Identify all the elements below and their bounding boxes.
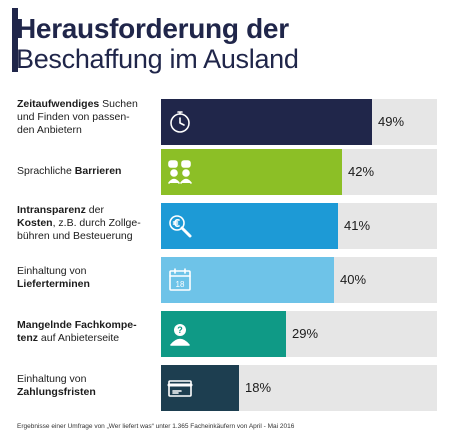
person-question-icon: ? bbox=[165, 319, 195, 349]
bar-row: Intransparenz der Kosten, z.B. durch Zoll… bbox=[0, 203, 454, 249]
category-label: Zeitaufwendiges Suchen und Finden von pa… bbox=[17, 98, 138, 136]
svg-text:18: 18 bbox=[176, 280, 185, 289]
bar-row: Zeitaufwendiges Suchen und Finden von pa… bbox=[0, 98, 454, 145]
title-accent-bar bbox=[12, 8, 18, 72]
value-label: 18% bbox=[245, 380, 272, 395]
footnote: Ergebnisse einer Umfrage von „Wer liefer… bbox=[17, 423, 295, 430]
category-label: Intransparenz der Kosten, z.B. durch Zoll… bbox=[17, 204, 141, 242]
calendar-icon: 18 bbox=[165, 265, 195, 295]
credit-card-icon bbox=[165, 373, 195, 403]
category-label: Sprachliche Barrieren bbox=[17, 165, 122, 177]
bar bbox=[161, 99, 372, 145]
svg-text:?: ? bbox=[177, 325, 183, 335]
bar-row: Einhaltung von Zahlungsfristen 18% bbox=[0, 365, 454, 411]
value-label: 41% bbox=[344, 218, 371, 233]
bar-row: Sprachliche Barrieren 42% bbox=[0, 149, 454, 195]
bar bbox=[161, 365, 239, 411]
bar bbox=[161, 149, 342, 195]
title-line-1: Herausforderung der bbox=[16, 13, 289, 44]
stopwatch-icon bbox=[165, 107, 195, 137]
value-label: 42% bbox=[348, 164, 375, 179]
bar-row: Mangelnde Fachkompe-tenz auf Anbietersei… bbox=[0, 311, 454, 357]
people-speech-icon bbox=[165, 157, 195, 187]
category-label: Einhaltung von Zahlungsfristen bbox=[17, 373, 96, 398]
value-label: 29% bbox=[292, 326, 319, 341]
euro-magnifier-icon bbox=[165, 211, 195, 241]
title-line-2: Beschaffung im Ausland bbox=[16, 44, 299, 74]
bar-row: Einhaltung von Lieferterminen 18 40% bbox=[0, 257, 454, 303]
bar bbox=[161, 203, 338, 249]
chart-title: Herausforderung der Beschaffung im Ausla… bbox=[16, 13, 299, 75]
category-label: Einhaltung von Lieferterminen bbox=[17, 265, 90, 290]
value-label: 49% bbox=[378, 114, 405, 129]
category-label: Mangelnde Fachkompe-tenz auf Anbietersei… bbox=[17, 319, 137, 344]
value-label: 40% bbox=[340, 272, 367, 287]
